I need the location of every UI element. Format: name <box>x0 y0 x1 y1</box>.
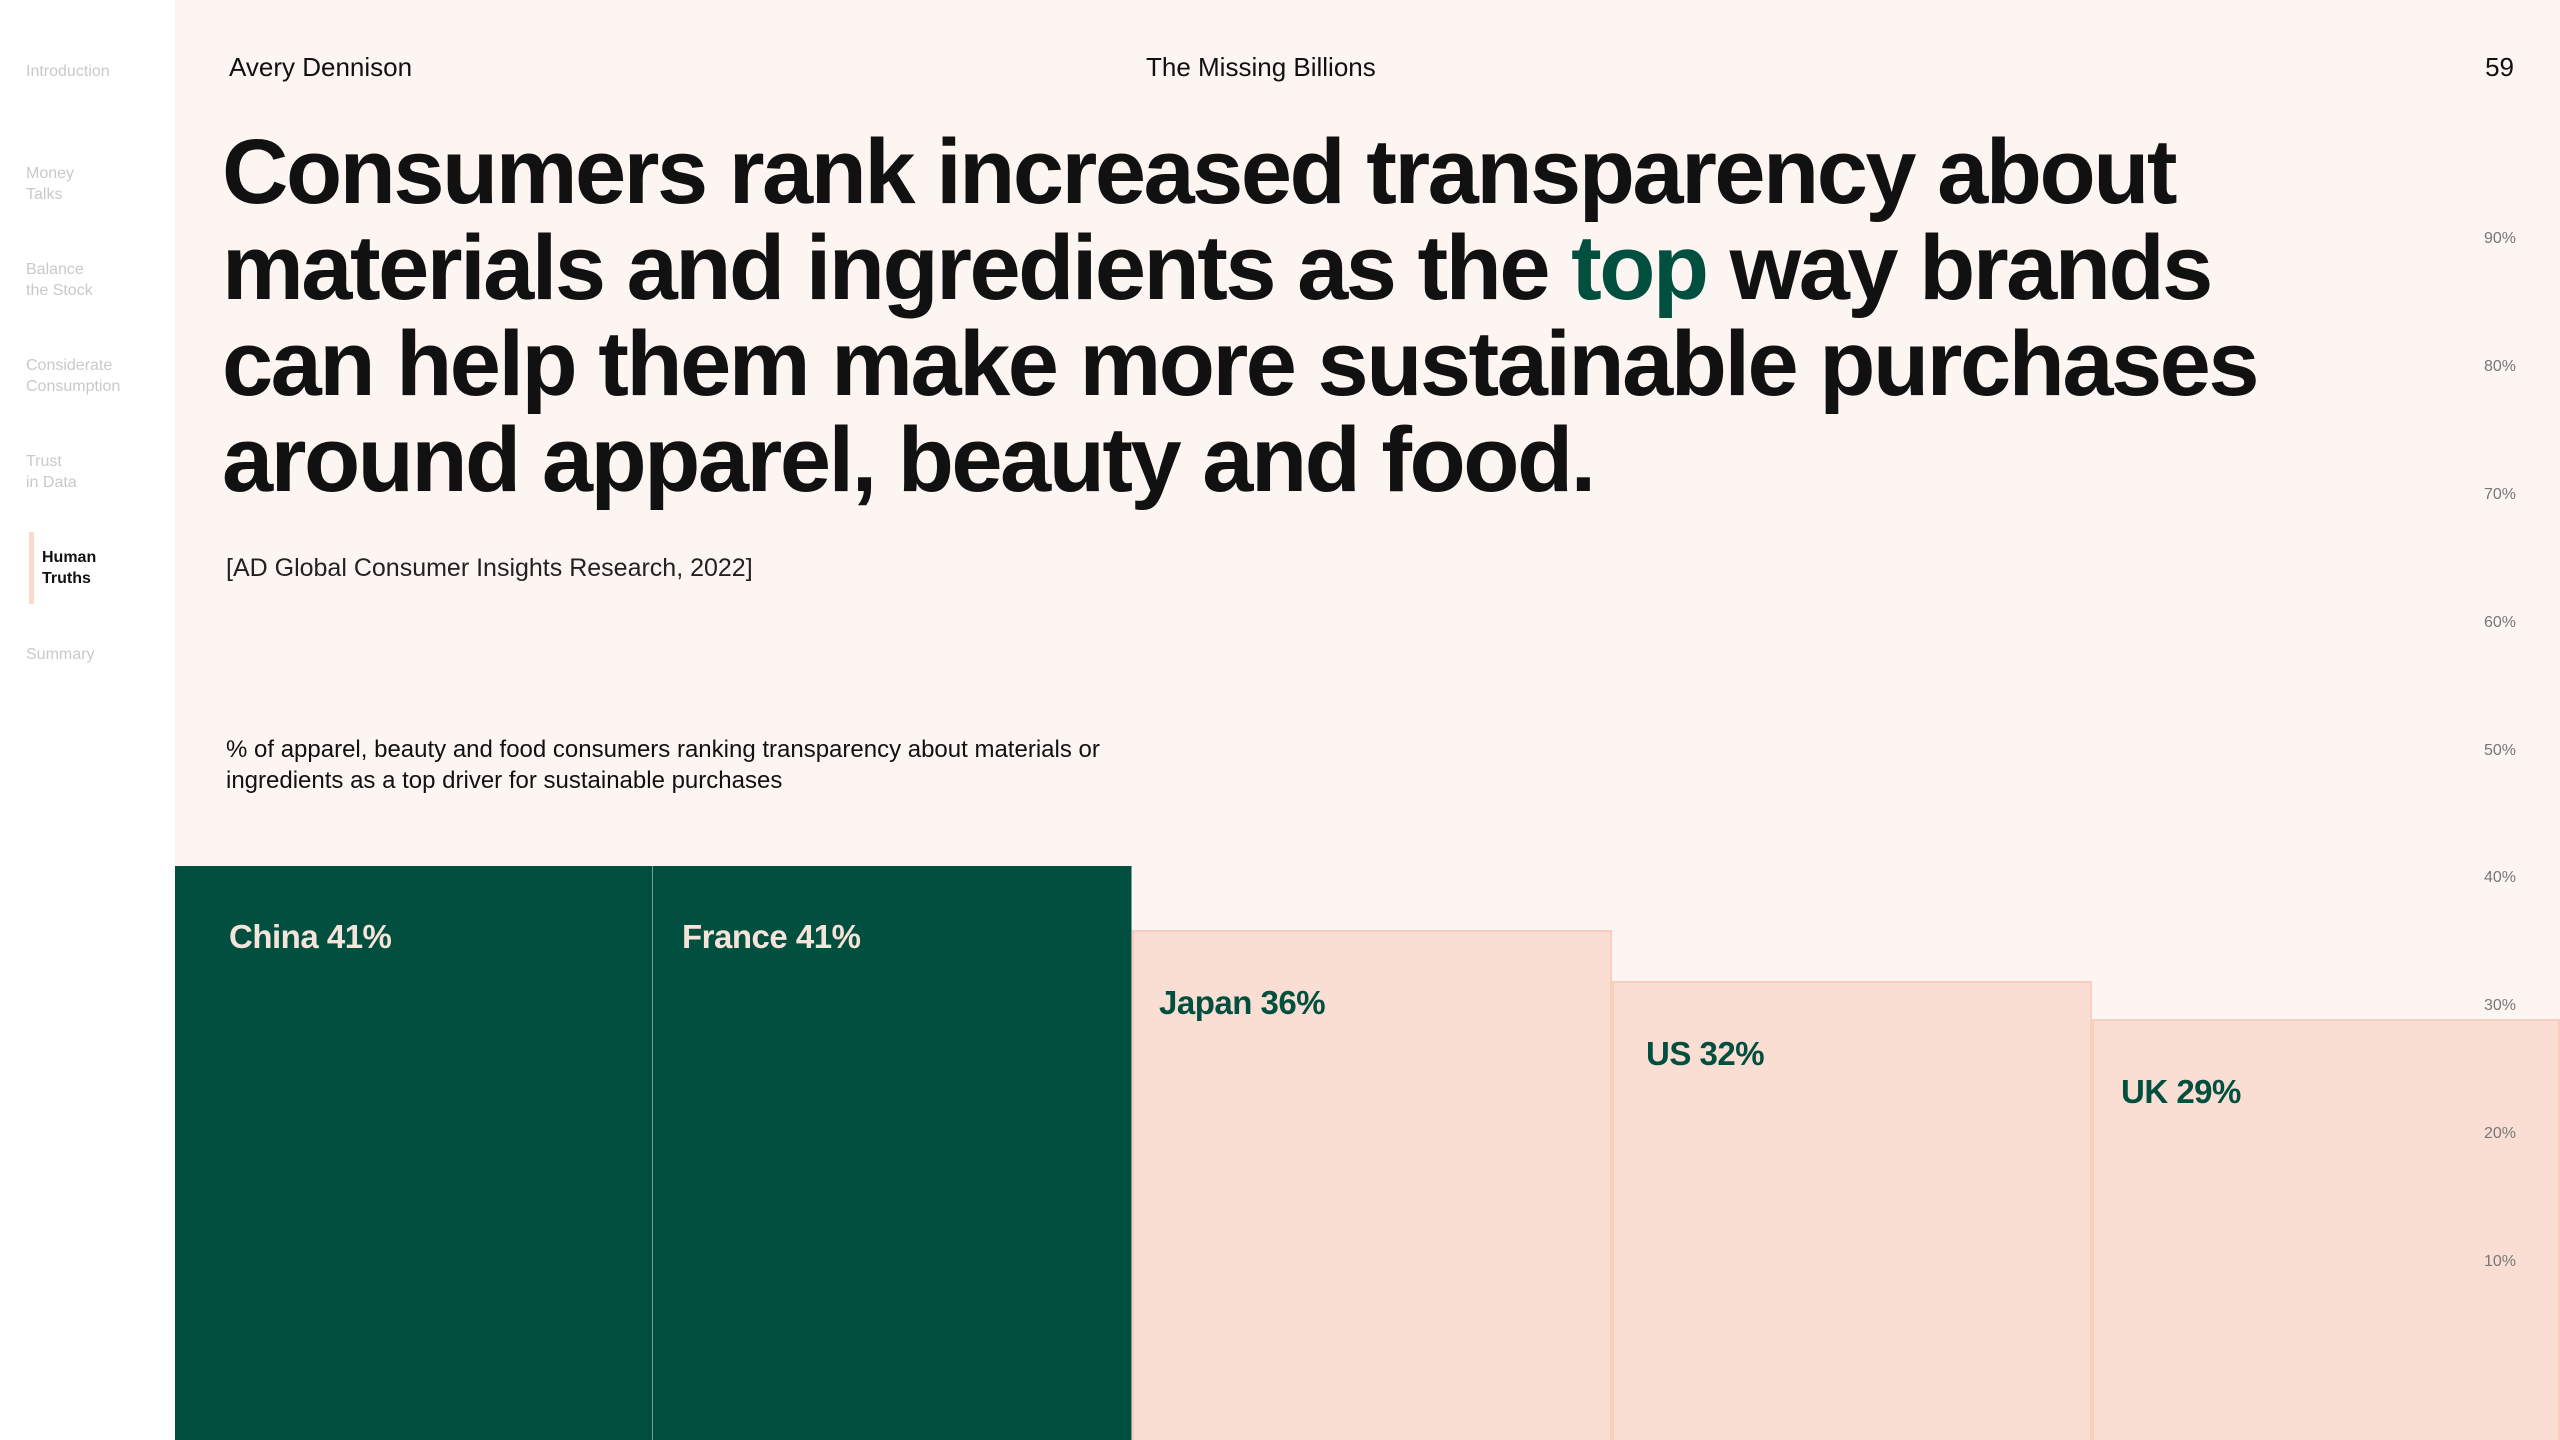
nav-introduction[interactable]: Introduction <box>26 63 110 80</box>
nav-money-talks[interactable]: Money Talks <box>26 165 75 203</box>
nav-human-truths[interactable]: Human Truths <box>42 549 97 587</box>
y-tick-label: 10% <box>2483 1253 2516 1271</box>
chart-title: % of apparel, beauty and food consumers … <box>226 736 1100 794</box>
headline: Consumers rank increased transparency ab… <box>222 124 2322 508</box>
headline-text: Consumers rank increased transparency ab… <box>222 121 2178 319</box>
bar-label: France 41% <box>682 917 861 955</box>
nav-summary[interactable]: Summary <box>26 646 95 663</box>
bar-label: China 41% <box>229 917 392 955</box>
report-title: The Missing Billions <box>1146 52 1376 82</box>
y-tick-label: 50% <box>2483 741 2516 759</box>
headline-text-end: way brands can help them make more susta… <box>222 217 2260 511</box>
bar-label: UK 29% <box>2121 1073 2241 1111</box>
nav-balance-the-stock[interactable]: Balance the Stock <box>26 261 93 299</box>
bar-japan: Japan 36% <box>1132 929 1612 1440</box>
headline-highlight: top <box>1571 217 1709 319</box>
brand-name: Avery Dennison <box>229 52 413 82</box>
y-tick-label: 60% <box>2483 613 2516 631</box>
bar-china: China 41% <box>175 865 653 1440</box>
y-tick-label: 70% <box>2483 485 2516 503</box>
bar-label: US 32% <box>1646 1034 1765 1072</box>
page-number: 59 <box>2485 52 2514 82</box>
active-section-marker <box>29 532 34 604</box>
y-tick-label: 80% <box>2483 357 2516 375</box>
nav-trust-in-data[interactable]: Trust in Data <box>26 453 77 491</box>
bar-uk: UK 29% <box>2092 1019 2560 1440</box>
y-tick-label: 30% <box>2483 997 2516 1015</box>
section-nav: Introduction Money Talks Balance the Sto… <box>0 0 175 1440</box>
bar-label: Japan 36% <box>1159 983 1326 1021</box>
nav-considerate-consumption[interactable]: Considerate Consumption <box>26 357 121 395</box>
citation: [AD Global Consumer Insights Research, 2… <box>226 554 753 582</box>
y-tick-label: 90% <box>2483 229 2516 247</box>
bar-us: US 32% <box>1612 980 2092 1440</box>
y-tick-label: 40% <box>2483 869 2516 887</box>
y-tick-label: 20% <box>2483 1125 2516 1143</box>
bar-france: France 41% <box>653 865 1132 1440</box>
